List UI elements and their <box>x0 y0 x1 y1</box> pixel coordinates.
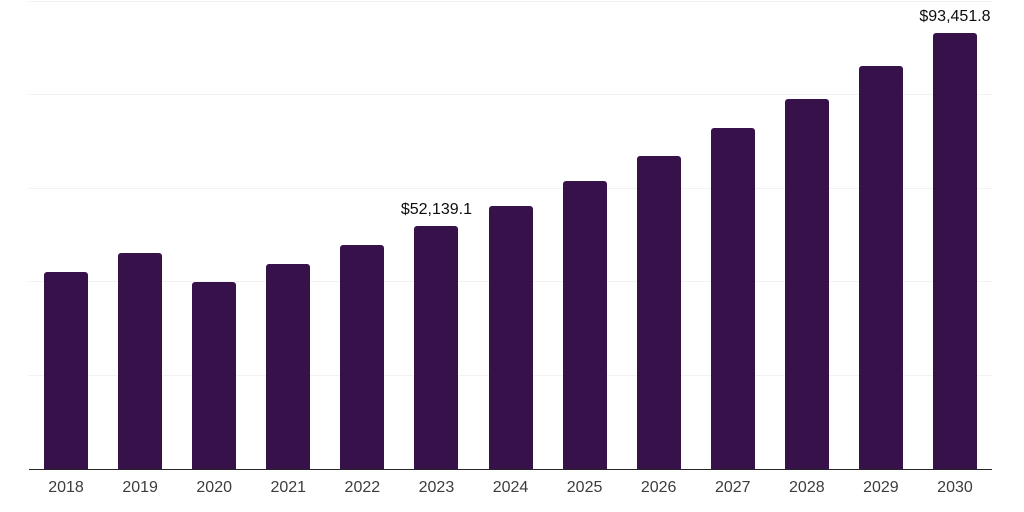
plot-area: $52,139.1 $93,451.8 <box>29 1 992 470</box>
bar-slot-2018 <box>29 2 103 469</box>
bar-2024[interactable] <box>488 206 533 469</box>
bar-2026[interactable] <box>636 156 681 469</box>
x-tick-2021: 2021 <box>270 479 307 496</box>
x-tick-2023: 2023 <box>418 479 455 496</box>
bar-slot-2027 <box>696 2 770 469</box>
x-tick-2030: 2030 <box>937 479 973 496</box>
x-tick-2025: 2025 <box>566 479 603 496</box>
bar-slot-2022 <box>325 2 399 469</box>
x-tick-2020: 2020 <box>196 479 232 496</box>
bar-slot-2021 <box>251 2 325 469</box>
x-tick-2026: 2026 <box>640 479 677 496</box>
x-tick-2018: 2018 <box>48 479 84 496</box>
gridline-100000 <box>29 1 992 2</box>
x-tick-2019: 2019 <box>122 479 158 496</box>
x-tick-2029: 2029 <box>863 479 899 496</box>
value-label-2030: $93,451.8 <box>919 7 991 25</box>
bar-2020[interactable] <box>192 282 237 469</box>
bar-slot-2019 <box>103 2 177 469</box>
bar-2023[interactable] <box>414 225 459 469</box>
value-label-2023: $52,139.1 <box>400 200 473 218</box>
bar-slot-2029 <box>844 2 918 469</box>
bar-slot-2024 <box>473 2 547 469</box>
gridline-60000 <box>29 187 992 189</box>
x-tick-2028: 2028 <box>789 479 825 496</box>
bar-2022[interactable] <box>340 245 385 469</box>
bar-slot-2030: $93,451.8 <box>918 2 992 469</box>
bar-2029[interactable] <box>858 66 903 469</box>
bar-2019[interactable] <box>118 253 163 469</box>
x-axis-tick-labels: 2018 2019 2020 2021 2022 2023 2024 2025 2026 2027… <box>29 478 992 497</box>
bar-slot-2026 <box>622 2 696 469</box>
bar-2027[interactable] <box>710 127 755 469</box>
x-tick-2027: 2027 <box>714 479 751 496</box>
x-tick-2022: 2022 <box>344 479 381 496</box>
bar-slot-2025 <box>548 2 622 469</box>
x-tick-2024: 2024 <box>492 479 529 496</box>
bar-2025[interactable] <box>562 181 607 469</box>
gridline-80000 <box>29 94 992 96</box>
bar-2028[interactable] <box>784 98 829 469</box>
bar-2021[interactable] <box>266 264 311 469</box>
bar-2018[interactable] <box>44 272 89 469</box>
bar-slot-2023: $52,139.1 <box>399 2 473 469</box>
bars-container: $52,139.1 $93,451.8 <box>29 2 992 469</box>
bar-slot-2028 <box>770 2 844 469</box>
bar-2030[interactable] <box>932 32 977 469</box>
bar-slot-2020 <box>177 2 251 469</box>
